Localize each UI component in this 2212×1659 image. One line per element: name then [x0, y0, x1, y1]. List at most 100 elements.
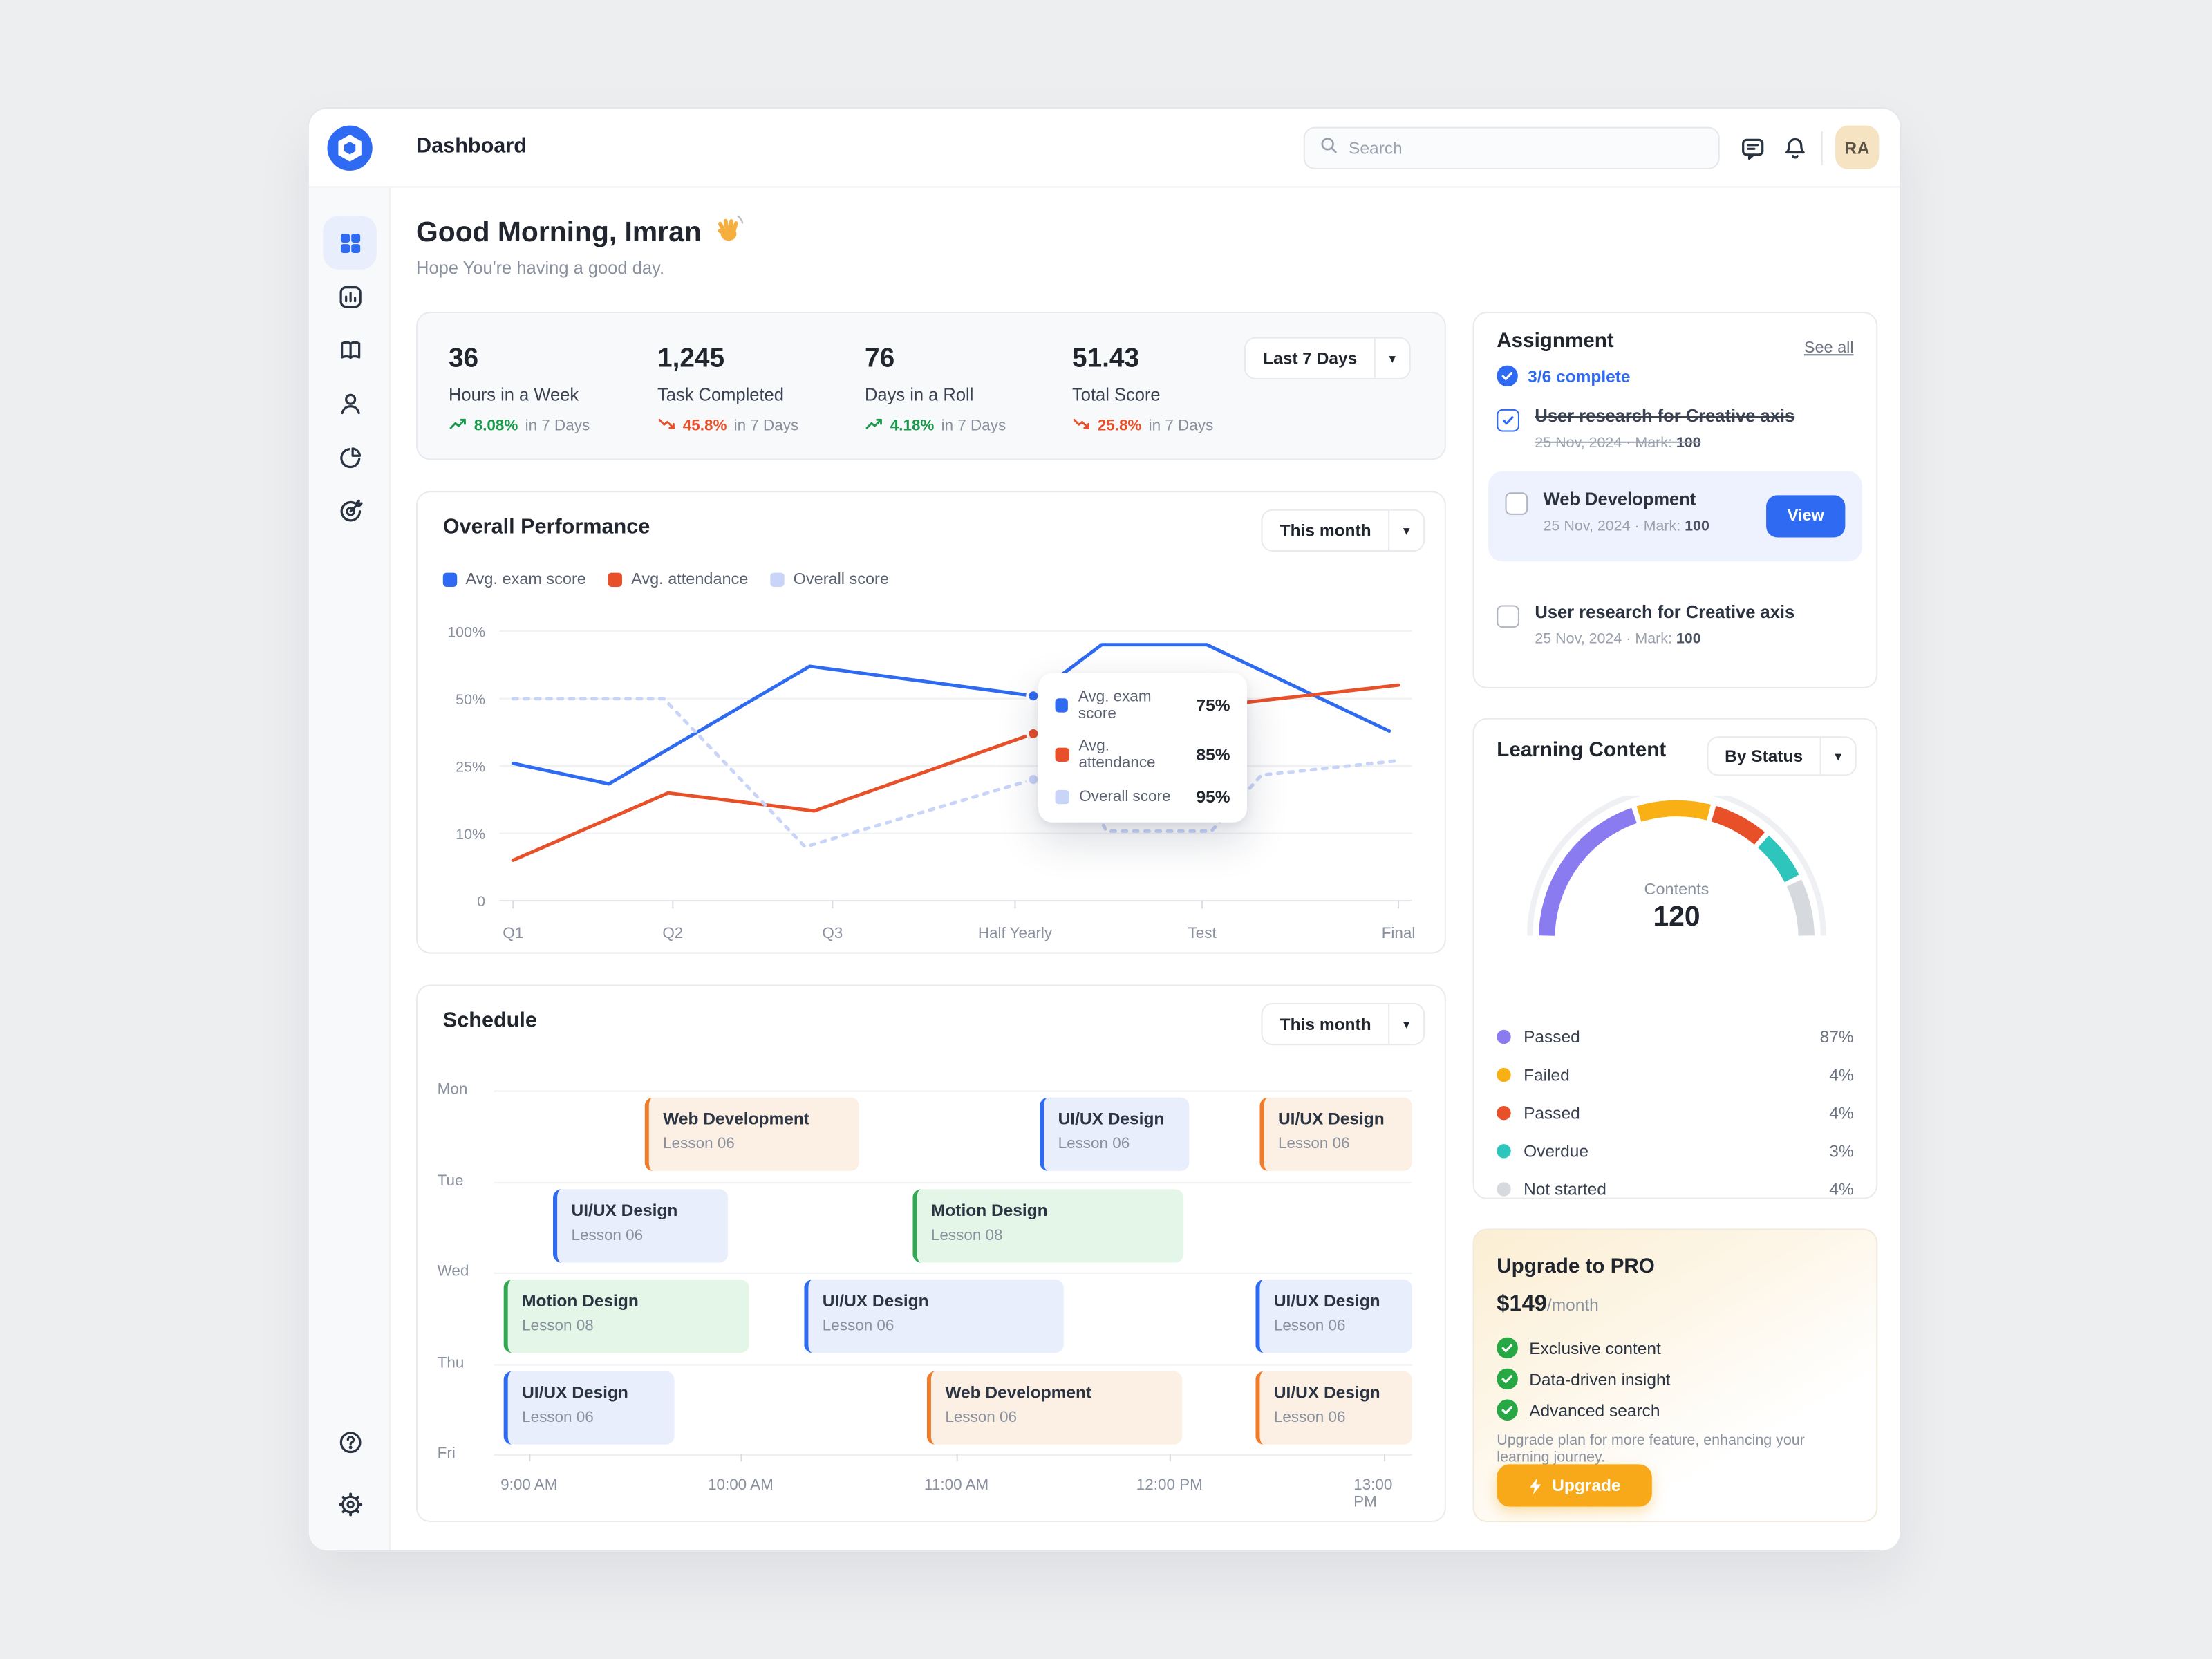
- svg-text:100%: 100%: [447, 624, 485, 640]
- learning-legend-row: Not started 4%: [1497, 1170, 1854, 1208]
- upgrade-button[interactable]: Upgrade: [1497, 1464, 1652, 1507]
- bell-icon: [1785, 137, 1804, 158]
- caret-down-icon: ▼: [1400, 1018, 1412, 1031]
- sidebar-item-courses[interactable]: [323, 323, 377, 377]
- svg-text:Q1: Q1: [503, 924, 523, 941]
- assignment-checkbox[interactable]: [1497, 605, 1519, 628]
- help-icon: [339, 1431, 361, 1453]
- see-all-link[interactable]: See all: [1803, 339, 1854, 357]
- event-lesson: Lesson 06: [522, 1408, 594, 1426]
- svg-text:Final: Final: [1382, 924, 1416, 941]
- learning-filter-select[interactable]: By Status ▼: [1706, 736, 1857, 776]
- avatar[interactable]: RA: [1835, 125, 1880, 169]
- schedule-period-select[interactable]: This month ▼: [1262, 1003, 1425, 1046]
- schedule-time-label: 11:00 AM: [924, 1477, 989, 1494]
- upgrade-price: $149/month: [1497, 1292, 1599, 1317]
- upgrade-card: Upgrade to PRO $149/month Exclusive cont…: [1472, 1228, 1878, 1523]
- schedule-event[interactable]: UI/UX Design Lesson 06: [552, 1188, 729, 1262]
- analytics-icon: [339, 285, 361, 308]
- event-lesson: Lesson 06: [663, 1135, 735, 1153]
- legend-value: 3%: [1829, 1140, 1854, 1161]
- upgrade-feature: Exclusive content: [1497, 1337, 1661, 1359]
- legend-label: Failed: [1524, 1064, 1570, 1085]
- greeting-subtitle: Hope You're having a good day.: [416, 258, 665, 279]
- schedule-event[interactable]: UI/UX Design Lesson 06: [1255, 1280, 1412, 1353]
- svg-text:10%: 10%: [456, 826, 485, 843]
- schedule-event[interactable]: UI/UX Design Lesson 06: [503, 1370, 675, 1444]
- legend-dot: [1497, 1029, 1511, 1044]
- svg-text:Test: Test: [1188, 924, 1217, 941]
- schedule-time-label: 10:00 AM: [707, 1477, 774, 1494]
- trend-down-icon: [657, 418, 676, 434]
- trend-up-icon: [865, 418, 883, 434]
- app-window: Dashboard: [307, 107, 1902, 1552]
- view-button[interactable]: View: [1766, 495, 1846, 538]
- caret-down-icon: ▼: [1387, 352, 1398, 365]
- event-title: UI/UX Design: [522, 1381, 628, 1402]
- search-input[interactable]: [1349, 138, 1705, 158]
- schedule-event[interactable]: Motion Design Lesson 08: [503, 1280, 749, 1353]
- event-title: Web Development: [663, 1109, 810, 1129]
- schedule-tick: [1169, 1454, 1171, 1462]
- learning-legend-row: Failed 4%: [1497, 1056, 1854, 1094]
- assignment-item-highlighted: Web Development 25 Nov, 2024 · Mark: 100…: [1488, 471, 1862, 562]
- sidebar-item-goals[interactable]: [323, 484, 377, 538]
- legend-value: 4%: [1829, 1102, 1854, 1123]
- schedule-time-label: 9:00 AM: [500, 1477, 558, 1494]
- stats-card: 36 Hours in a Week 8.08% in 7 Days 1,245 …: [416, 312, 1446, 460]
- learning-legend: Passed 87% Failed 4% Passed 4% Overdue 3% Not st…: [1474, 720, 1877, 1199]
- schedule-card: Schedule This month ▼ Mon Tue Wed Thu Fri 9:0…: [416, 984, 1446, 1523]
- logo-gem-icon: [326, 124, 373, 172]
- sidebar-item-help[interactable]: [323, 1415, 377, 1469]
- check-circle-icon: [1497, 1399, 1518, 1421]
- goals-target-icon: [339, 498, 362, 521]
- schedule-event[interactable]: UI/UX Design Lesson 06: [804, 1280, 1064, 1353]
- schedule-event[interactable]: Web Development Lesson 06: [644, 1097, 859, 1171]
- assignment-checkbox[interactable]: [1497, 409, 1519, 432]
- chat-button[interactable]: [1736, 133, 1768, 164]
- schedule-title: Schedule: [442, 1009, 537, 1033]
- assignment-checkbox[interactable]: [1505, 492, 1528, 515]
- performance-period-select[interactable]: This month ▼: [1262, 509, 1425, 552]
- schedule-tick: [1384, 1454, 1386, 1462]
- search-icon: [1319, 135, 1339, 162]
- performance-legend: Avg. exam score Avg. attendance Overall …: [442, 572, 889, 588]
- check-circle-icon: [1497, 365, 1518, 387]
- stat-tasks: 1,245 Task Completed 45.8% in 7 Days: [657, 344, 799, 435]
- svg-text:Half Yearly: Half Yearly: [978, 924, 1053, 941]
- schedule-timeline: Mon Tue Wed Thu Fri 9:00 AM 10:00 AM 11:00 AM 12…: [418, 986, 1445, 1521]
- sidebar-item-settings[interactable]: [323, 1477, 377, 1531]
- schedule-event[interactable]: Motion Design Lesson 08: [912, 1188, 1184, 1262]
- schedule-event[interactable]: UI/UX Design Lesson 06: [1255, 1370, 1412, 1444]
- event-title: Motion Design: [930, 1199, 1048, 1220]
- event-lesson: Lesson 08: [930, 1226, 1003, 1244]
- sidebar-item-dashboard[interactable]: [323, 216, 377, 270]
- schedule-event[interactable]: UI/UX Design Lesson 06: [1259, 1097, 1412, 1171]
- schedule-event[interactable]: UI/UX Design Lesson 06: [1040, 1097, 1190, 1171]
- sidebar-item-reports[interactable]: [323, 430, 377, 484]
- header-divider: [1821, 131, 1823, 165]
- sidebar-item-profile[interactable]: [323, 377, 377, 431]
- search-box: [1303, 126, 1720, 169]
- svg-text:Q3: Q3: [822, 924, 843, 941]
- learning-legend-row: Passed 4%: [1497, 1094, 1854, 1132]
- legend-chip-overall: [771, 572, 785, 587]
- legend-value: 4%: [1829, 1064, 1854, 1085]
- dashboard-grid-icon: [340, 233, 360, 253]
- wave-hand-icon: [713, 213, 745, 254]
- schedule-gridline: [494, 1181, 1412, 1183]
- notifications-button[interactable]: [1779, 133, 1810, 164]
- stats-period-select[interactable]: Last 7 Days ▼: [1244, 337, 1411, 379]
- event-title: UI/UX Design: [1273, 1381, 1380, 1402]
- event-title: UI/UX Design: [571, 1199, 678, 1220]
- schedule-event[interactable]: Web Development Lesson 06: [926, 1370, 1183, 1444]
- event-lesson: Lesson 06: [1273, 1318, 1346, 1335]
- sidebar-item-analytics[interactable]: [323, 270, 377, 324]
- svg-text:25%: 25%: [456, 758, 485, 775]
- event-title: UI/UX Design: [822, 1291, 929, 1311]
- schedule-time-label: 12:00 PM: [1136, 1477, 1203, 1494]
- event-title: UI/UX Design: [1058, 1109, 1165, 1129]
- schedule-gridline: [494, 1454, 1412, 1456]
- legend-label: Not started: [1524, 1179, 1606, 1199]
